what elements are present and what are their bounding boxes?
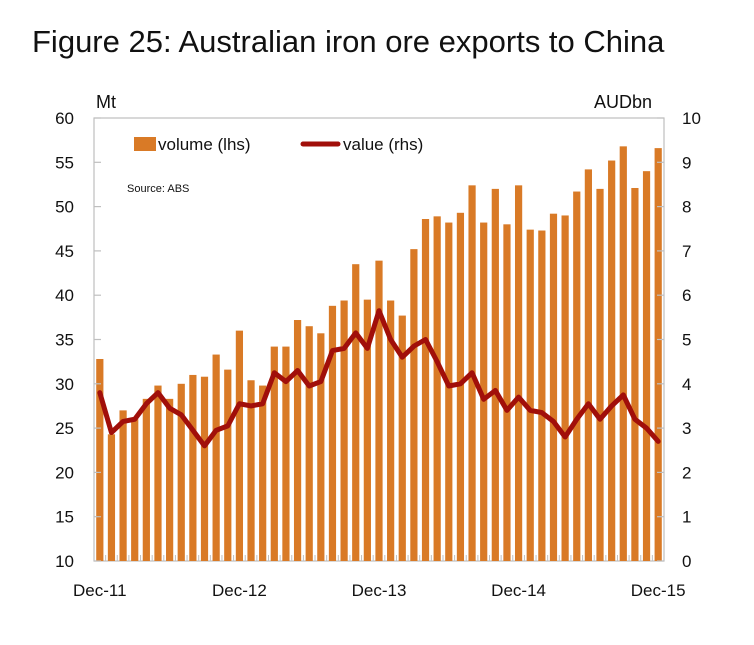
- left-tick-label: 10: [55, 552, 74, 571]
- volume-bar: [235, 330, 244, 561]
- volume-bar: [142, 398, 150, 561]
- volume-bar: [410, 249, 418, 561]
- left-tick-label: 60: [55, 109, 74, 128]
- volume-bar: [549, 213, 558, 561]
- right-tick-label: 9: [682, 153, 691, 172]
- right-tick-label: 1: [682, 508, 691, 527]
- left-axis: 10 15 20 25 30 35 40 45 50 55 60: [55, 109, 101, 571]
- volume-bar: [654, 148, 662, 561]
- volume-bar: [398, 315, 406, 561]
- volume-bar: [433, 216, 441, 561]
- volume-bar: [282, 346, 290, 561]
- volume-bar: [189, 374, 197, 561]
- legend-volume-label: volume (lhs): [158, 135, 251, 154]
- volume-bar: [305, 326, 313, 561]
- volume-bar: [503, 224, 511, 561]
- volume-bar: [166, 398, 174, 561]
- volume-bar: [596, 188, 604, 561]
- right-tick-label: 6: [682, 286, 691, 305]
- left-tick-label: 30: [55, 375, 74, 394]
- right-tick-label: 2: [682, 463, 691, 482]
- right-tick-label: 8: [682, 198, 691, 217]
- left-tick-label: 35: [55, 331, 74, 350]
- volume-bar: [293, 320, 302, 561]
- right-axis: 0 1 2 3 4 5 6 7 8 9 10: [657, 109, 701, 571]
- volume-bar: [96, 358, 104, 561]
- legend: volume (lhs) value (rhs): [134, 135, 423, 154]
- x-tick-label: Dec-15: [631, 581, 686, 600]
- legend-volume-swatch: [134, 137, 156, 151]
- right-tick-label: 7: [682, 242, 691, 261]
- value-line: [97, 308, 661, 449]
- volume-bar: [421, 219, 430, 561]
- volume-bar: [573, 191, 581, 562]
- legend-value-label: value (rhs): [343, 135, 423, 154]
- right-tick-label: 5: [682, 331, 691, 350]
- left-tick-label: 40: [55, 286, 74, 305]
- x-tick-label: Dec-14: [491, 581, 546, 600]
- volume-bar: [131, 419, 139, 561]
- left-axis-unit: Mt: [96, 92, 116, 112]
- volume-bar: [480, 222, 488, 562]
- left-tick-label: 55: [55, 153, 74, 172]
- volume-bar: [200, 376, 209, 561]
- volume-bar: [642, 171, 651, 561]
- volume-bar: [363, 299, 371, 561]
- volume-bar: [514, 185, 523, 561]
- volume-bar: [270, 346, 278, 561]
- left-tick-label: 25: [55, 419, 74, 438]
- volume-bar: [375, 260, 383, 561]
- left-tick-label: 50: [55, 198, 74, 217]
- volume-bar: [445, 222, 453, 562]
- left-tick-label: 45: [55, 242, 74, 261]
- right-tick-label: 0: [682, 552, 691, 571]
- volume-bar: [259, 385, 267, 561]
- volume-bar: [538, 230, 546, 561]
- volume-bar: [317, 333, 325, 561]
- volume-bar: [177, 383, 185, 561]
- x-tick-label: Dec-11: [73, 581, 127, 600]
- volume-bar: [212, 354, 220, 561]
- right-tick-label: 4: [682, 375, 691, 394]
- volume-bar: [352, 264, 360, 561]
- volume-bar: [561, 215, 569, 561]
- right-axis-unit: AUDbn: [594, 92, 652, 112]
- left-tick-label: 20: [55, 463, 74, 482]
- volume-bar: [456, 212, 465, 562]
- x-axis: Dec-11 Dec-12 Dec-13 Dec-14 Dec-15: [73, 555, 686, 600]
- volume-bar: [154, 385, 162, 561]
- volume-bar: [224, 369, 232, 561]
- right-tick-label: 3: [682, 419, 691, 438]
- volume-bars: [96, 146, 662, 562]
- volume-bar: [608, 160, 616, 561]
- volume-bar: [491, 188, 499, 561]
- volume-bar: [119, 410, 127, 561]
- volume-bar: [340, 300, 348, 561]
- volume-bar: [328, 305, 337, 561]
- volume-bar: [584, 169, 592, 561]
- x-tick-label: Dec-13: [352, 581, 407, 600]
- chart-title: Figure 25: Australian iron ore exports t…: [32, 24, 665, 59]
- x-tick-label: Dec-12: [212, 581, 267, 600]
- source-note: Source: ABS: [127, 183, 189, 195]
- volume-bar: [619, 146, 627, 561]
- volume-bar: [107, 434, 116, 561]
- volume-bar: [526, 229, 534, 561]
- volume-bar: [247, 380, 255, 561]
- volume-bar: [387, 300, 395, 561]
- volume-bar: [631, 187, 639, 562]
- right-tick-label: 10: [682, 109, 701, 128]
- left-tick-label: 15: [55, 508, 74, 527]
